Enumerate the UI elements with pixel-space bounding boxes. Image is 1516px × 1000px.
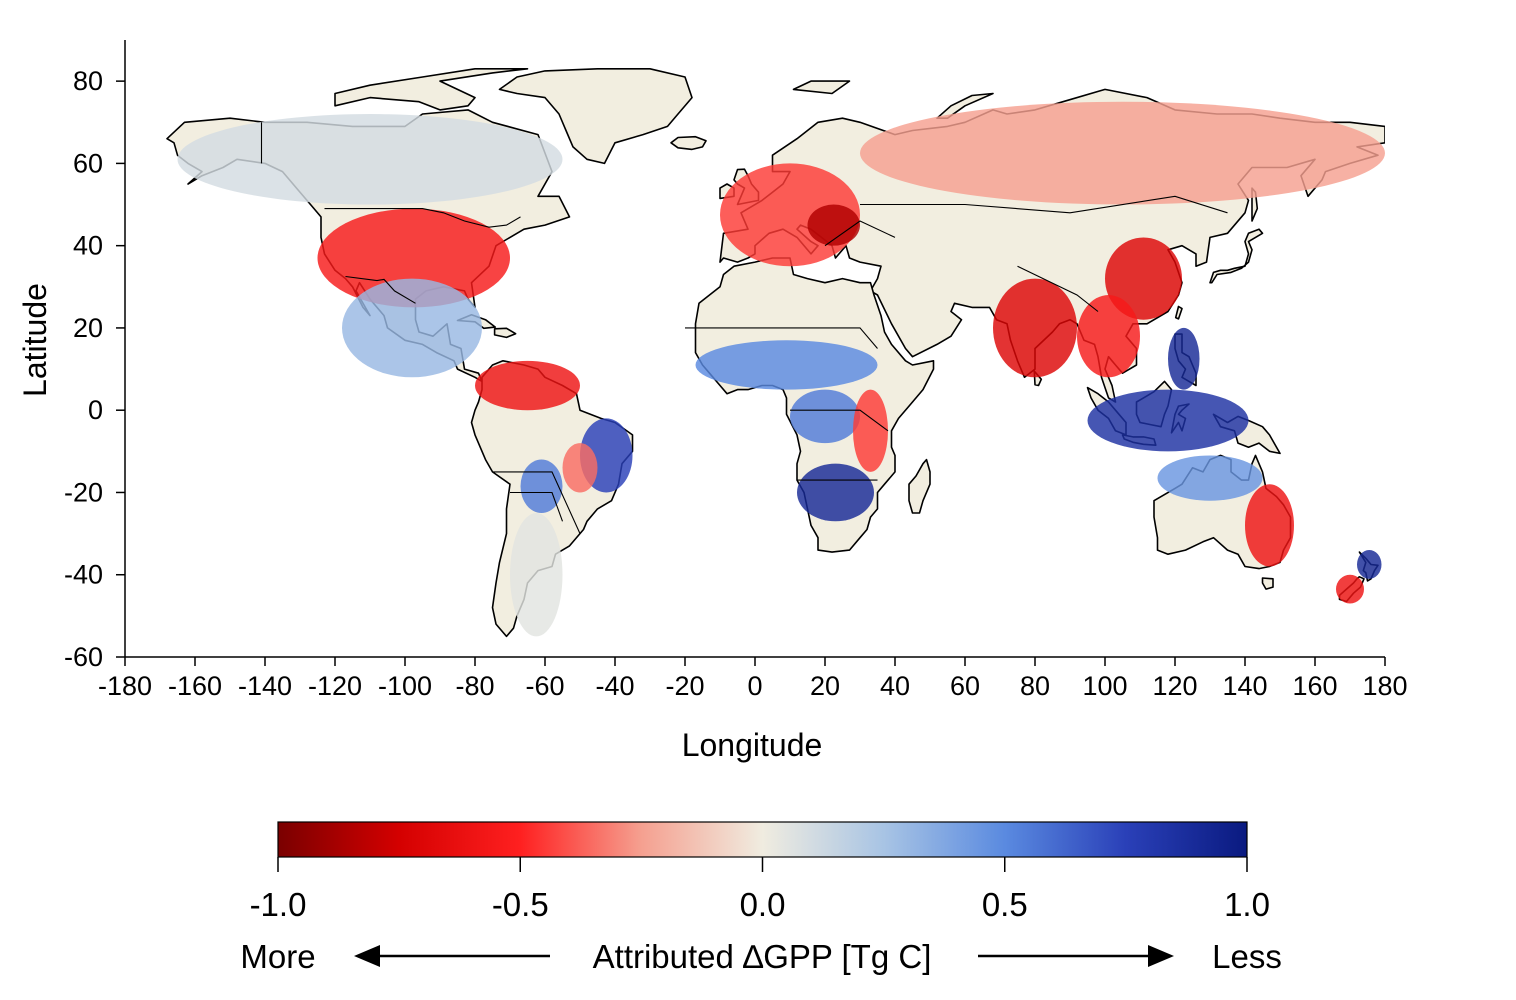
x-tick-label: 120 [1152, 671, 1197, 701]
gpp-region [1168, 327, 1200, 390]
gpp-region [177, 114, 563, 205]
x-tick-label: 20 [810, 671, 840, 701]
x-tick-label: 180 [1362, 671, 1407, 701]
land-hispaniola [493, 327, 517, 339]
land-madagascar [908, 458, 931, 514]
gpp-region [1336, 574, 1364, 604]
colorbar: -1.0 -0.5 0.0 0.5 1.0 More Attributed ∆GPP [… [240, 821, 1282, 975]
y-tick-label: 0 [88, 395, 103, 425]
y-axis-title: Latitude [17, 283, 53, 397]
gpp-region [695, 340, 878, 390]
gpp-region [475, 360, 580, 411]
y-tick-label: -20 [64, 477, 103, 507]
country-border [860, 195, 1228, 214]
colorbar-right-annotation: Less [1212, 938, 1282, 975]
x-tick-label: 100 [1082, 671, 1127, 701]
country-border [1017, 265, 1099, 312]
gpp-region [807, 204, 860, 246]
colorbar-tick-label: -0.5 [492, 886, 549, 923]
y-tick-label: -40 [64, 560, 103, 590]
land-arctic-islands [334, 68, 529, 111]
gpp-region [993, 278, 1077, 378]
gpp-region [1245, 484, 1294, 567]
gpp-region [790, 389, 860, 444]
x-tick-label: -20 [665, 671, 704, 701]
x-tick-label: -180 [98, 671, 152, 701]
left-arrow [354, 945, 550, 967]
country-border [345, 275, 416, 304]
colorbar-ticks: -1.0 -0.5 0.0 0.5 1.0 [250, 857, 1270, 923]
y-tick-label: 60 [73, 148, 103, 178]
land-tasmania [1261, 577, 1274, 590]
x-tick-label: 80 [1020, 671, 1050, 701]
country-borders-layer [260, 122, 1228, 534]
colorbar-tick-label: -1.0 [250, 886, 307, 923]
x-tick-label: 60 [950, 671, 980, 701]
land-japan [1209, 228, 1264, 284]
x-tick-label: -160 [168, 671, 222, 701]
gpp-region [1105, 237, 1182, 320]
x-tick-label: 40 [880, 671, 910, 701]
x-tick-label: -80 [455, 671, 494, 701]
y-tick-label: -60 [64, 642, 103, 672]
land-svalbard [792, 80, 851, 95]
x-tick-label: 140 [1222, 671, 1267, 701]
map-plot-area [166, 68, 1385, 638]
country-border [685, 327, 878, 349]
y-tick-label: 80 [73, 66, 103, 96]
country-border [824, 220, 896, 247]
colorbar-left-annotation: More [240, 938, 315, 975]
axes: -180 -160 -140 -120 -100 -80 -60 -40 -20 0 20 40 60 8… [17, 40, 1408, 763]
country-border [790, 409, 889, 432]
gpp-region [860, 101, 1385, 205]
x-axis-title: Longitude [682, 727, 823, 763]
colorbar-tick-label: 1.0 [1224, 886, 1270, 923]
gpp-region [797, 463, 874, 522]
gpp-regions-layer [177, 101, 1385, 637]
gpp-region [853, 389, 888, 472]
land-iceland [670, 135, 707, 151]
colorbar-title: Attributed ∆GPP [Tg C] [593, 938, 932, 975]
y-ticks: -60 -40 -20 0 20 40 60 80 [64, 66, 125, 672]
gpp-region [510, 513, 563, 637]
gpp-region [1357, 550, 1382, 579]
gpp-region [562, 443, 598, 493]
country-border [492, 471, 581, 534]
land-taiwan [1174, 305, 1183, 320]
colorbar-gradient [277, 821, 1248, 858]
x-tick-label: 160 [1292, 671, 1337, 701]
country-border [324, 208, 521, 228]
land-greenland [498, 68, 693, 165]
x-tick-label: -40 [595, 671, 634, 701]
colorbar-tick-label: 0.0 [740, 886, 786, 923]
gpp-region [342, 278, 482, 378]
right-arrow [978, 945, 1174, 967]
x-tick-label: -100 [378, 671, 432, 701]
x-tick-label: -120 [308, 671, 362, 701]
country-border [510, 491, 564, 522]
gpp-region [1157, 455, 1263, 501]
x-tick-label: -60 [525, 671, 564, 701]
x-ticks: -180 -160 -140 -120 -100 -80 -60 -40 -20 0 20 40 60 8… [98, 657, 1408, 701]
x-tick-label: -140 [238, 671, 292, 701]
colorbar-tick-label: 0.5 [982, 886, 1028, 923]
gpp-region [1087, 389, 1249, 452]
y-tick-label: 20 [73, 313, 103, 343]
gpp-region [317, 208, 510, 308]
y-tick-label: 40 [73, 231, 103, 261]
x-tick-label: 0 [747, 671, 762, 701]
gpp-region [1077, 295, 1140, 378]
